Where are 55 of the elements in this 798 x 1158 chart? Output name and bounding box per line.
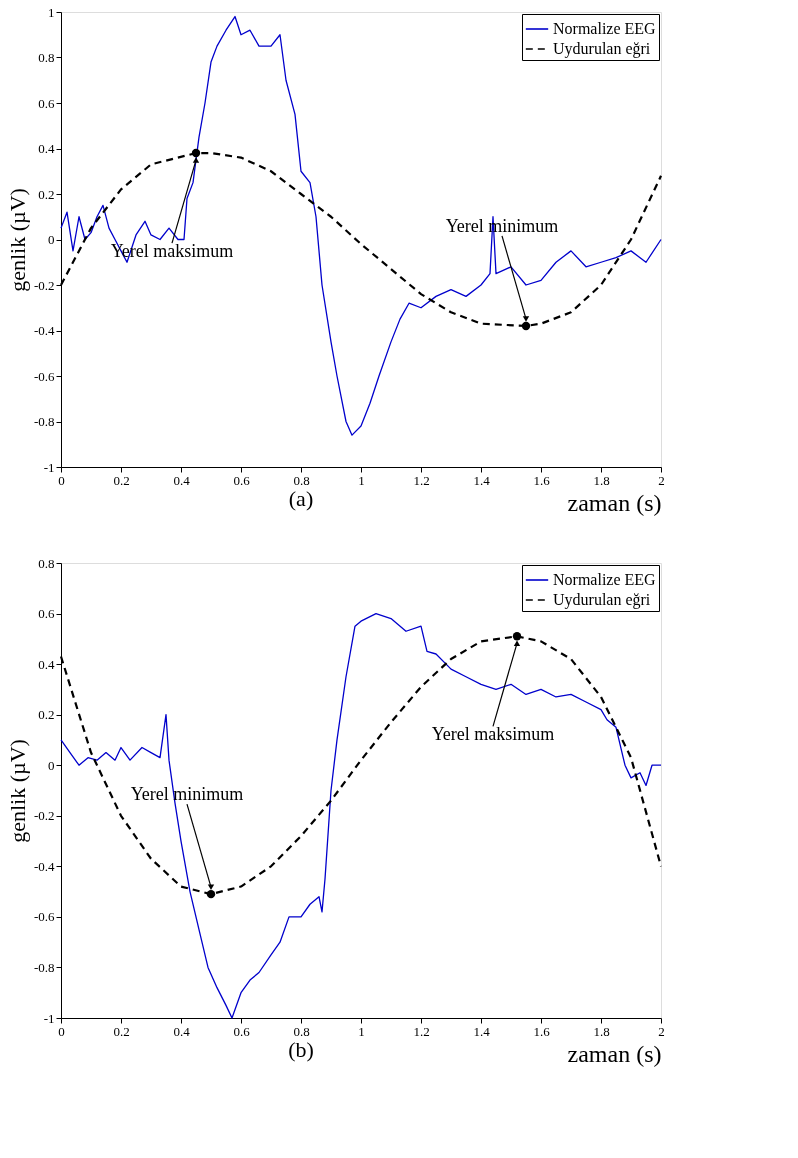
y-axis-title: genlik (µV)	[4, 188, 30, 292]
y-tick-label: -0.4	[33, 323, 55, 338]
x-tick-label: 0.4	[173, 472, 191, 488]
x-tick-label: 0.2	[113, 472, 130, 488]
y-tick-label: -0.6	[33, 909, 55, 925]
x-tick-label: 0.4	[173, 1023, 191, 1039]
y-tick-label: 0.8	[38, 555, 55, 571]
x-axis-title: zaman (s)	[567, 489, 662, 516]
x-tick-label: 1.6	[533, 472, 551, 488]
x-tick-label: 1.2	[413, 472, 430, 488]
text: (b)	[288, 1037, 314, 1062]
x-tick-label: 0.8	[293, 1023, 310, 1039]
x-tick-label: 2	[658, 472, 665, 488]
x-tick-label: 0	[58, 1023, 65, 1039]
x-tick-label: 1.8	[593, 472, 610, 488]
x-tick-label: 1.4	[473, 472, 491, 488]
y-tick-label: 1	[48, 4, 55, 20]
y-tick-label: -1	[43, 1010, 55, 1026]
x-tick-label: 1.2	[413, 1023, 430, 1039]
y-tick-label: 0.8	[38, 50, 55, 65]
text: (a)	[288, 486, 314, 511]
legend-label: Normalize EEG	[553, 20, 657, 37]
x-tick-label: 1	[358, 1023, 365, 1039]
annotation: Yerel maksimum	[431, 724, 555, 745]
x-tick-label: 1.6	[533, 1023, 551, 1039]
line-series	[60, 15, 662, 436]
x-tick-label: 0.6	[233, 1023, 251, 1039]
legend-label: Uydurulan eğri	[553, 40, 651, 58]
y-tick-label: 0	[48, 757, 55, 773]
x-tick-label: 0.8	[293, 472, 310, 488]
y-tick-label: 0.4	[38, 656, 55, 672]
x-tick-label: 1.4	[473, 1023, 491, 1039]
y-tick-label: -0.8	[33, 414, 55, 429]
legend-label: Normalize EEG	[553, 571, 657, 588]
y-tick-label: -0.8	[33, 959, 55, 975]
x-axis-title: zaman (s)	[567, 1040, 662, 1067]
y-axis-title: genlik (µV)	[4, 739, 30, 843]
y-tick-label: 0.4	[38, 141, 55, 156]
x-tick-label: 1.8	[593, 1023, 610, 1039]
x-tick-label: 0.2	[113, 1023, 130, 1039]
x-tick-label: 0	[58, 472, 65, 488]
x-tick-label: 1	[358, 472, 365, 488]
y-tick-label: 0.2	[38, 707, 55, 723]
legend-label: Uydurulan eğri	[553, 591, 651, 609]
y-tick-label: 0.6	[38, 95, 55, 111]
y-tick-label: -0.4	[33, 858, 55, 874]
y-tick-label: -0.6	[33, 368, 55, 384]
y-tick-label: -1	[43, 459, 55, 475]
x-tick-label: 2	[658, 1023, 665, 1039]
x-tick-label: 0.6	[233, 472, 251, 488]
y-tick-label: -0.2	[33, 808, 55, 824]
y-tick-label: 0.6	[38, 606, 55, 622]
y-tick-label: 0.2	[38, 186, 55, 202]
y-tick-label: -0.2	[33, 277, 55, 293]
y-tick-label: 0	[48, 232, 55, 247]
